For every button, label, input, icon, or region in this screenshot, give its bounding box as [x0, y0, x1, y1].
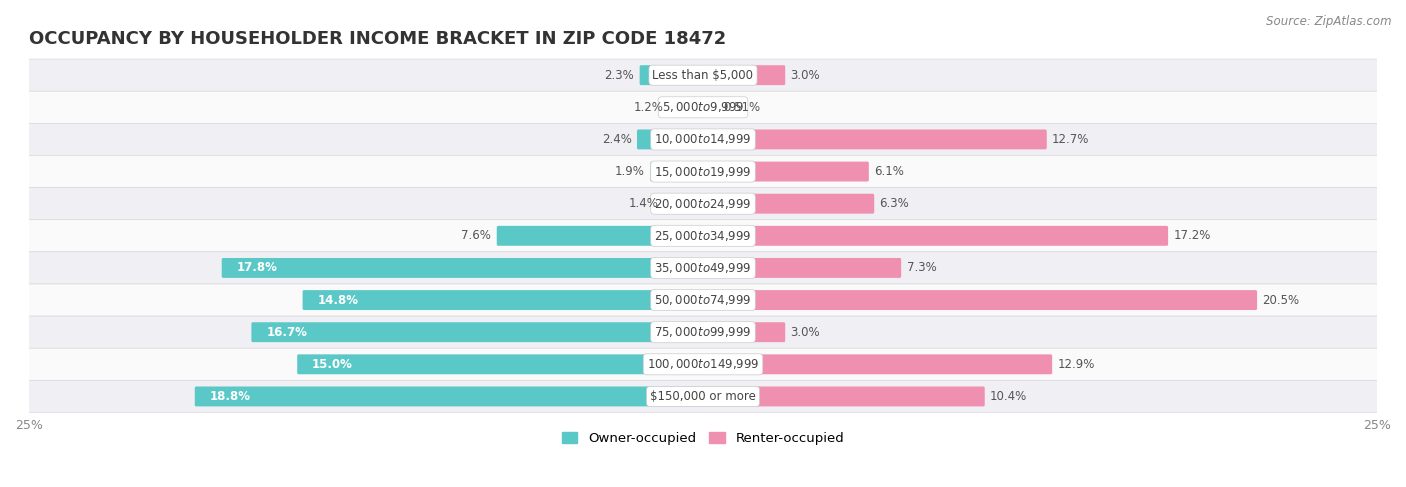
- Text: 3.0%: 3.0%: [790, 326, 820, 338]
- FancyBboxPatch shape: [20, 348, 1386, 380]
- Text: $5,000 to $9,999: $5,000 to $9,999: [662, 100, 744, 114]
- Text: 7.6%: 7.6%: [461, 229, 491, 243]
- Text: $150,000 or more: $150,000 or more: [650, 390, 756, 403]
- Text: $75,000 to $99,999: $75,000 to $99,999: [654, 325, 752, 339]
- Text: 18.8%: 18.8%: [209, 390, 250, 403]
- Text: 17.2%: 17.2%: [1174, 229, 1211, 243]
- FancyBboxPatch shape: [702, 97, 718, 117]
- Text: OCCUPANCY BY HOUSEHOLDER INCOME BRACKET IN ZIP CODE 18472: OCCUPANCY BY HOUSEHOLDER INCOME BRACKET …: [30, 30, 725, 48]
- Text: 6.1%: 6.1%: [875, 165, 904, 178]
- Text: $50,000 to $74,999: $50,000 to $74,999: [654, 293, 752, 307]
- Text: $100,000 to $149,999: $100,000 to $149,999: [647, 357, 759, 371]
- FancyBboxPatch shape: [297, 355, 704, 375]
- Text: 17.8%: 17.8%: [236, 262, 277, 275]
- Text: 3.0%: 3.0%: [790, 69, 820, 82]
- Text: 7.3%: 7.3%: [907, 262, 936, 275]
- Text: 15.0%: 15.0%: [312, 358, 353, 371]
- FancyBboxPatch shape: [702, 162, 869, 182]
- FancyBboxPatch shape: [20, 252, 1386, 284]
- FancyBboxPatch shape: [222, 258, 704, 278]
- Text: 12.7%: 12.7%: [1052, 133, 1090, 146]
- FancyBboxPatch shape: [20, 220, 1386, 252]
- FancyBboxPatch shape: [20, 380, 1386, 412]
- Text: 1.4%: 1.4%: [628, 197, 658, 210]
- Text: 12.9%: 12.9%: [1057, 358, 1095, 371]
- Text: 16.7%: 16.7%: [266, 326, 307, 338]
- FancyBboxPatch shape: [637, 130, 704, 150]
- Text: 0.51%: 0.51%: [724, 101, 761, 114]
- Text: $35,000 to $49,999: $35,000 to $49,999: [654, 261, 752, 275]
- Text: 6.3%: 6.3%: [880, 197, 910, 210]
- Text: 10.4%: 10.4%: [990, 390, 1028, 403]
- FancyBboxPatch shape: [20, 155, 1386, 187]
- FancyBboxPatch shape: [702, 387, 984, 407]
- FancyBboxPatch shape: [702, 65, 785, 85]
- Text: $25,000 to $34,999: $25,000 to $34,999: [654, 229, 752, 243]
- Text: 2.3%: 2.3%: [605, 69, 634, 82]
- FancyBboxPatch shape: [20, 187, 1386, 220]
- Text: 1.2%: 1.2%: [634, 101, 664, 114]
- FancyBboxPatch shape: [651, 162, 704, 182]
- FancyBboxPatch shape: [702, 322, 785, 342]
- FancyBboxPatch shape: [496, 226, 704, 246]
- FancyBboxPatch shape: [20, 59, 1386, 91]
- Text: 1.9%: 1.9%: [616, 165, 645, 178]
- Text: 20.5%: 20.5%: [1263, 294, 1299, 306]
- FancyBboxPatch shape: [702, 355, 1052, 375]
- FancyBboxPatch shape: [702, 130, 1047, 150]
- Legend: Owner-occupied, Renter-occupied: Owner-occupied, Renter-occupied: [557, 427, 849, 450]
- FancyBboxPatch shape: [702, 194, 875, 214]
- Text: $20,000 to $24,999: $20,000 to $24,999: [654, 197, 752, 211]
- FancyBboxPatch shape: [20, 316, 1386, 348]
- FancyBboxPatch shape: [702, 226, 1168, 246]
- FancyBboxPatch shape: [669, 97, 704, 117]
- FancyBboxPatch shape: [20, 284, 1386, 316]
- FancyBboxPatch shape: [302, 290, 704, 310]
- FancyBboxPatch shape: [252, 322, 704, 342]
- FancyBboxPatch shape: [702, 258, 901, 278]
- FancyBboxPatch shape: [664, 194, 704, 214]
- FancyBboxPatch shape: [20, 123, 1386, 155]
- Text: 14.8%: 14.8%: [318, 294, 359, 306]
- Text: $10,000 to $14,999: $10,000 to $14,999: [654, 132, 752, 147]
- Text: $15,000 to $19,999: $15,000 to $19,999: [654, 165, 752, 179]
- FancyBboxPatch shape: [702, 290, 1257, 310]
- Text: Less than $5,000: Less than $5,000: [652, 69, 754, 82]
- FancyBboxPatch shape: [195, 387, 704, 407]
- Text: 2.4%: 2.4%: [602, 133, 631, 146]
- FancyBboxPatch shape: [640, 65, 704, 85]
- Text: Source: ZipAtlas.com: Source: ZipAtlas.com: [1267, 15, 1392, 28]
- FancyBboxPatch shape: [20, 91, 1386, 123]
